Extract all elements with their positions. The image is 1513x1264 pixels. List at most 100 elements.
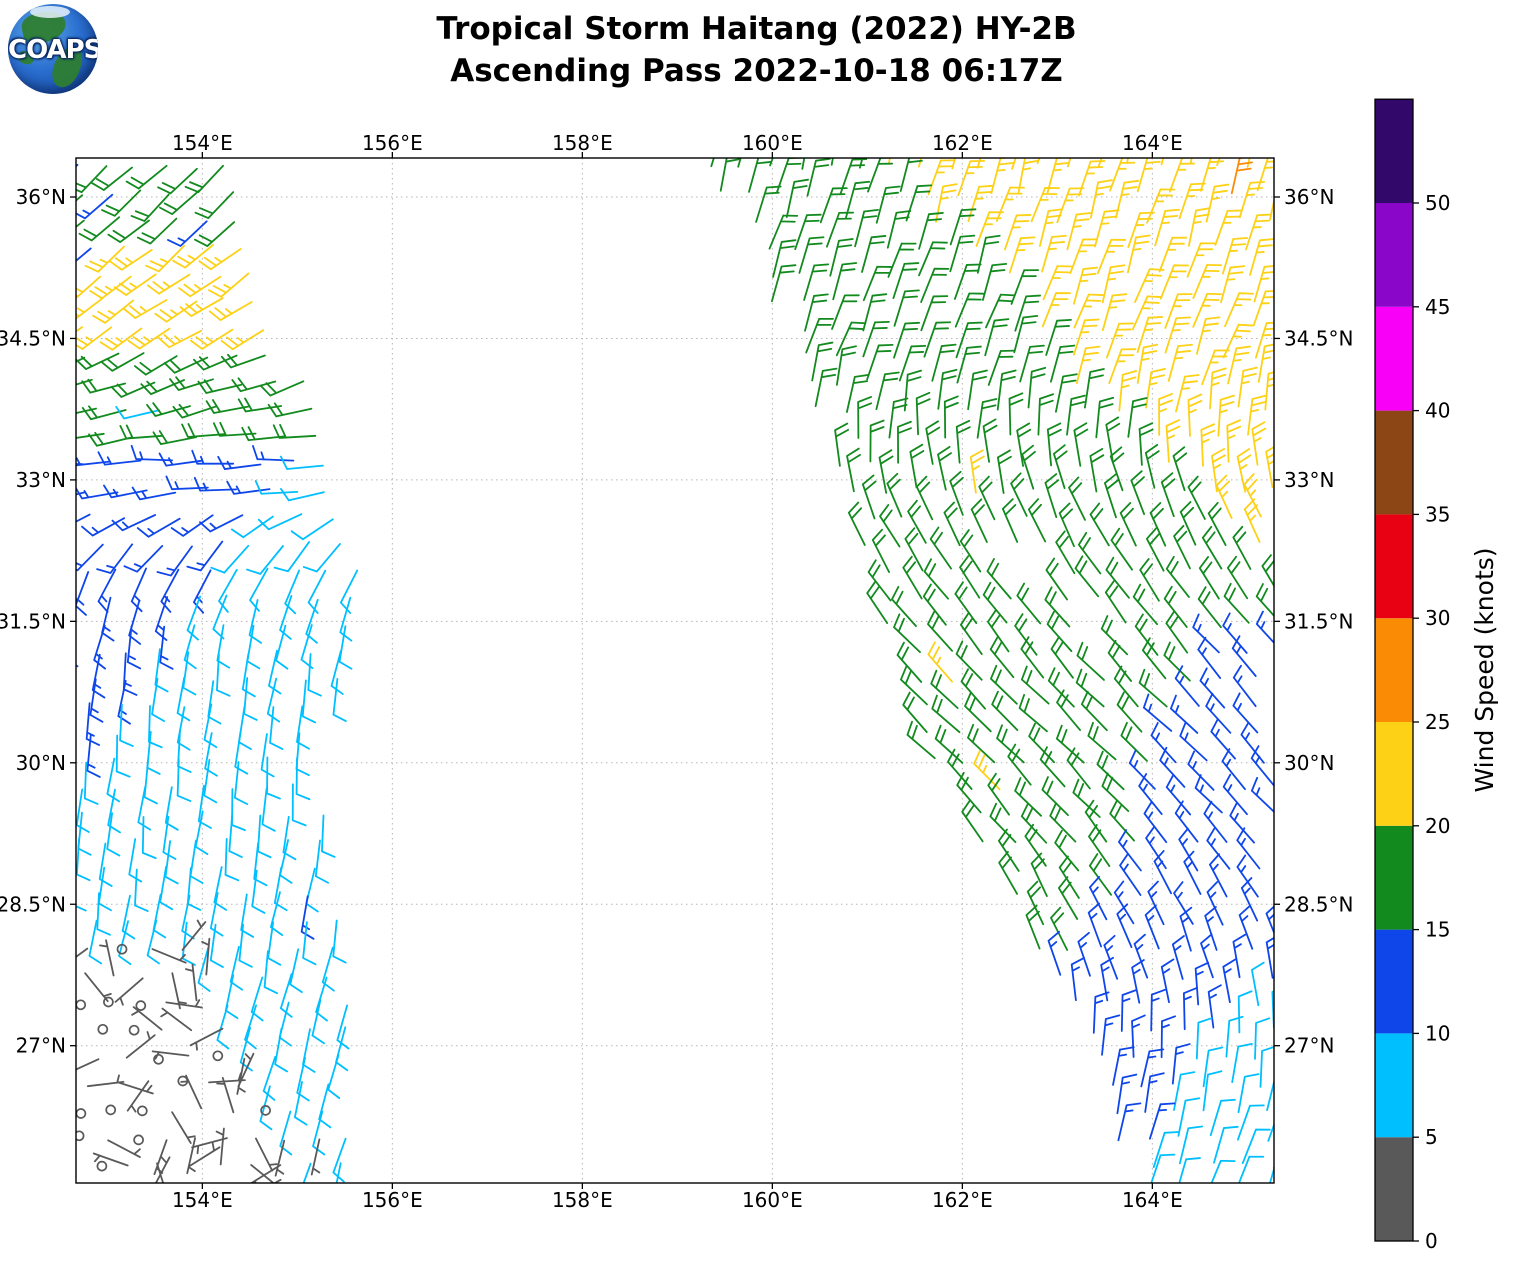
wind-barb: [1080, 690, 1108, 732]
wind-barb: [875, 185, 901, 224]
calm-wind-circle: [268, 1185, 277, 1194]
wind-barb: [927, 610, 953, 652]
wind-barb: [1232, 664, 1257, 708]
wind-barb: [224, 838, 240, 882]
wind-barb: [1021, 444, 1036, 490]
wind-barb: [1197, 586, 1222, 629]
wind-barb: [1116, 691, 1143, 733]
wind-barb: [1100, 956, 1115, 1002]
wind-barb: [1192, 613, 1220, 654]
wind-barb: [203, 759, 218, 804]
y-axis-tick-label-right: 30°N: [1284, 751, 1334, 775]
wind-barb: [1148, 1153, 1176, 1183]
wind-barb: [1179, 906, 1193, 952]
wind-barb: [1149, 502, 1167, 547]
wind-barb: [1207, 501, 1227, 546]
wind-barb: [1195, 1017, 1213, 1060]
wind-barb: [1255, 321, 1274, 359]
wind-barb: [231, 377, 277, 393]
wind-barb: [915, 475, 934, 521]
wind-barb: [1171, 1043, 1191, 1085]
wind-barb: [179, 297, 224, 317]
wind-barb: [954, 263, 982, 300]
wind-barb: [130, 193, 170, 222]
wind-barb: [307, 653, 322, 697]
wind-barb: [998, 850, 1018, 895]
wind-barb: [165, 475, 209, 491]
wind-barb: [252, 445, 295, 462]
wind-barb: [878, 449, 894, 494]
wind-barb: [332, 1162, 347, 1183]
colorbar-tick-label: 35: [1425, 502, 1450, 526]
wind-barb: [905, 184, 933, 222]
wind-barb: [84, 972, 112, 1003]
title-line-2: Ascending Pass 2022-10-18 06:17Z: [450, 53, 1063, 89]
wind-barb: [1149, 1102, 1176, 1140]
wind-barb: [996, 724, 1025, 764]
wind-barb: [1113, 665, 1139, 708]
calm-wind-circle: [212, 1050, 224, 1062]
wind-barb: [159, 625, 174, 670]
wind-barb: [937, 368, 958, 410]
x-axis-tick-label-top: 158°E: [552, 131, 613, 155]
colorbar-tick-label: 30: [1425, 606, 1450, 630]
x-axis-tick-label-top: 160°E: [742, 131, 803, 155]
wind-barb: [93, 624, 106, 670]
wind-barb: [1120, 989, 1137, 1032]
wind-barb: [1108, 348, 1137, 385]
wind-barb: [332, 678, 347, 722]
wind-barb: [1132, 295, 1163, 331]
wind-barb: [78, 216, 121, 242]
x-axis-tick-label-bottom: 156°E: [362, 1188, 423, 1212]
wind-barb: [339, 569, 359, 614]
wind-barb: [178, 275, 222, 298]
wind-barb: [1205, 692, 1232, 734]
wind-barb: [1142, 693, 1173, 732]
colorbar-segment: [1375, 514, 1413, 619]
wind-barb: [826, 211, 855, 248]
wind-barb: [1265, 443, 1274, 489]
wind-barb: [897, 420, 912, 464]
wind-barb: [769, 158, 798, 167]
wind-barb: [254, 1137, 278, 1172]
wind-barb: [307, 569, 327, 614]
wind-barb: [186, 1137, 197, 1175]
wind-barb: [1078, 160, 1106, 197]
wind-barb: [772, 239, 797, 278]
calm-wind-circle: [103, 996, 114, 1008]
wind-barb: [1207, 984, 1222, 1029]
wind-barb: [217, 455, 262, 470]
wind-barb: [111, 514, 157, 532]
wind-barb: [1238, 180, 1266, 219]
wind-barb: [1109, 446, 1125, 492]
wind-barb: [859, 158, 884, 169]
wind-barb: [1252, 290, 1274, 327]
wind-barb: [1105, 416, 1121, 462]
wind-barb: [995, 186, 1025, 222]
wind-barb: [90, 166, 133, 191]
wind-barb: [943, 501, 961, 547]
wind-barb: [152, 893, 167, 939]
wind-barb: [123, 545, 164, 573]
y-axis-tick-label-right: 34.5°N: [1284, 326, 1354, 350]
wind-barb: [279, 839, 293, 884]
wind-barb: [1037, 393, 1055, 436]
wind-barb: [1072, 778, 1101, 818]
wind-barb: [1159, 264, 1189, 300]
colorbar-segment: [1375, 722, 1413, 826]
wind-barb: [209, 923, 224, 968]
wind-barb: [1077, 531, 1102, 575]
wind-barb: [125, 164, 168, 190]
wind-barb: [96, 892, 111, 936]
wind-barb: [300, 895, 315, 940]
wind-barb: [1097, 158, 1126, 168]
wind-barb: [251, 869, 266, 914]
wind-barb: [1004, 214, 1032, 251]
wind-barb: [314, 839, 330, 884]
wind-barb: [1160, 1015, 1176, 1059]
wind-barb: [990, 664, 1018, 705]
wind-barb: [1013, 315, 1039, 354]
wind-barb: [1237, 1073, 1260, 1114]
wind-barb: [88, 919, 103, 965]
wind-barb: [887, 242, 917, 278]
